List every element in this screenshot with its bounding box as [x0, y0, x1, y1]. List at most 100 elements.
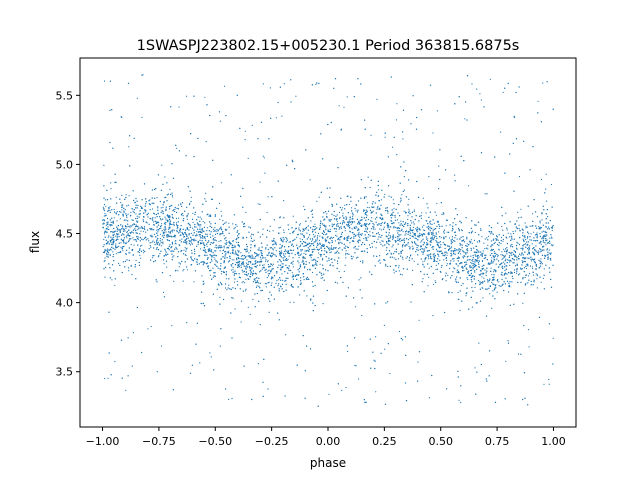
data-point [228, 284, 230, 286]
data-point [323, 224, 325, 226]
data-point [179, 228, 181, 230]
data-point [247, 306, 249, 308]
data-point [538, 316, 541, 318]
data-point [173, 250, 175, 252]
data-point [349, 242, 351, 244]
data-point [208, 250, 210, 252]
data-point [452, 251, 455, 253]
data-point [317, 243, 319, 246]
data-point [503, 289, 505, 292]
data-point [365, 228, 367, 230]
data-point [481, 253, 483, 255]
data-point [205, 141, 207, 143]
data-point [220, 210, 222, 212]
data-point [542, 241, 544, 243]
data-point [174, 242, 176, 244]
data-point [484, 193, 486, 195]
data-point [470, 272, 472, 274]
data-point [482, 252, 484, 254]
data-point [307, 236, 310, 238]
data-point [349, 237, 351, 240]
data-point [472, 261, 474, 263]
data-point [234, 308, 236, 310]
data-point [292, 266, 294, 268]
data-point [269, 87, 271, 89]
data-point [163, 232, 165, 234]
data-point [210, 250, 212, 252]
data-point [444, 311, 446, 314]
data-point [232, 240, 234, 242]
data-point [505, 265, 507, 267]
data-point [530, 280, 532, 283]
data-point [194, 226, 196, 228]
data-point [366, 211, 368, 213]
data-point [208, 248, 210, 250]
data-point [209, 274, 211, 276]
data-point [477, 279, 479, 282]
data-point [201, 275, 203, 277]
data-point [524, 277, 526, 279]
data-point [132, 190, 134, 192]
data-point [517, 281, 519, 283]
data-point [435, 232, 437, 234]
data-point [394, 251, 396, 253]
data-point [110, 239, 112, 241]
data-point [113, 233, 115, 235]
data-point [454, 240, 456, 242]
data-point [171, 229, 173, 231]
data-point [224, 257, 226, 259]
data-point [398, 239, 400, 241]
data-point [143, 220, 145, 223]
data-point [491, 262, 493, 264]
data-point [116, 211, 118, 213]
data-point [129, 215, 131, 217]
data-point [131, 208, 133, 210]
data-point [282, 237, 284, 239]
data-point [427, 223, 429, 225]
data-point [180, 225, 182, 227]
data-point [513, 271, 516, 274]
data-point [311, 271, 314, 274]
data-point [145, 231, 147, 233]
data-point [244, 257, 246, 259]
data-point [259, 236, 261, 238]
data-point [107, 377, 109, 379]
data-point [260, 242, 263, 244]
data-point [544, 242, 546, 244]
data-point [548, 240, 551, 242]
data-point [423, 242, 425, 244]
data-point [530, 233, 532, 235]
data-point [193, 156, 195, 158]
data-point [398, 238, 401, 241]
data-point [521, 253, 523, 255]
data-point [426, 237, 428, 239]
data-point [440, 246, 442, 248]
data-point [429, 84, 432, 86]
data-point [219, 234, 221, 236]
data-point [536, 287, 539, 289]
data-point [280, 253, 283, 255]
data-point [236, 241, 238, 243]
data-point [364, 401, 366, 403]
data-point [191, 259, 193, 261]
data-point [125, 235, 127, 237]
data-point [482, 287, 484, 289]
data-point [536, 216, 539, 218]
data-point [379, 241, 381, 243]
data-point [160, 219, 162, 221]
data-point [552, 108, 554, 110]
data-point [337, 167, 339, 169]
data-point [191, 243, 193, 245]
data-point [379, 228, 381, 230]
data-point [361, 224, 363, 226]
data-point [490, 248, 492, 250]
data-point [330, 248, 332, 250]
data-point [465, 295, 467, 297]
data-point [238, 263, 241, 265]
data-point [145, 211, 147, 213]
data-point [316, 274, 318, 276]
data-point [161, 239, 163, 241]
data-point [534, 250, 536, 252]
data-point [246, 259, 248, 261]
data-point [186, 269, 188, 271]
